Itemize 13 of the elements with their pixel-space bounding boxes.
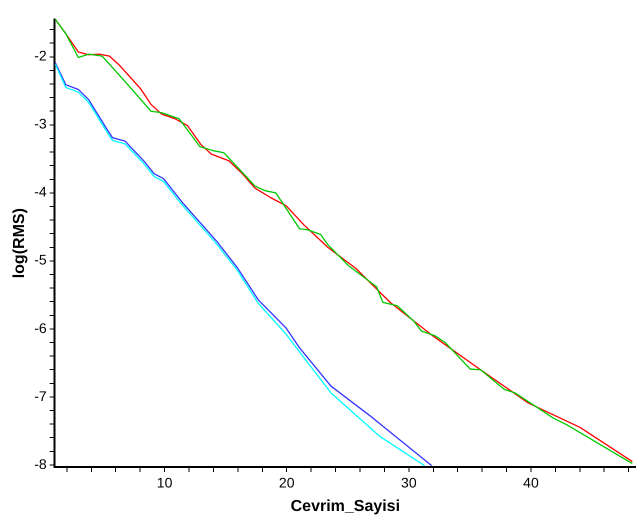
y-tick-label: -3 [34,116,47,132]
y-tick-label: -7 [34,388,47,404]
y-tick-label: -4 [34,184,47,200]
y-tick-label: -8 [34,456,47,472]
x-axis-title: Cevrim_Sayisi [290,498,400,515]
x-tick-label: 30 [401,474,417,490]
y-tick-label: -2 [34,48,47,64]
y-tick-label: -6 [34,320,47,336]
x-tick-label: 10 [156,474,173,490]
x-tick-label: 20 [278,474,295,490]
x-tick-label: 40 [523,474,539,490]
y-axis-title: log(RMS) [11,208,28,278]
y-tick-label: -5 [34,252,47,268]
